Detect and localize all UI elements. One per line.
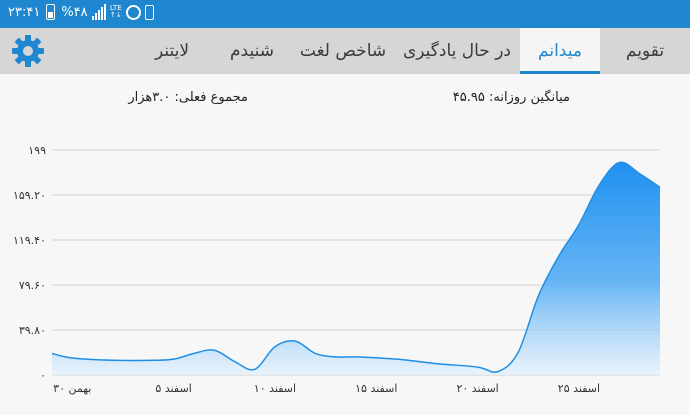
tab-leitner[interactable]: لایتنر: [154, 41, 190, 61]
y-tick-label: ۱۵۹.۲۰: [13, 189, 46, 202]
phone-icon: [144, 4, 154, 20]
lte-icon: LTE ↑↓: [110, 5, 122, 19]
tab-learning[interactable]: در حال یادگیری: [402, 41, 512, 61]
lte-text: LTE: [110, 4, 122, 12]
y-tick-label: ۱۱۹.۴۰: [13, 234, 46, 247]
gear-icon[interactable]: [10, 33, 46, 69]
tab-bar: تقویم میدانم در حال یادگیری شاخص لغت شنی…: [0, 28, 690, 74]
tab-heard[interactable]: شنیدم: [230, 41, 274, 61]
y-tick-label: ۱۹۹: [28, 144, 46, 157]
area-fill: [52, 162, 660, 375]
x-tick-label: ۱۰ اسفند: [254, 382, 296, 395]
battery-percent: %۴۸: [61, 4, 88, 20]
tab-word-index[interactable]: شاخص لغت: [299, 41, 387, 61]
signal-icon: [92, 4, 106, 20]
clock-text: ۲۳:۴۱: [8, 4, 41, 20]
y-tick-label: ۳۹.۸۰: [19, 324, 46, 337]
x-tick-label: ۲۵ اسفند: [558, 382, 600, 395]
status-icons: LTE ↑↓: [92, 4, 154, 20]
area-chart: ۱۹۹ ۱۵۹.۲۰ ۱۱۹.۴۰ ۷۹.۶۰ ۳۹.۸۰ ۰ ۳۰ بهمن ۵ اسفند…: [13, 144, 661, 395]
total-count: مجموع فعلی: ۳.۰هزار: [128, 90, 248, 105]
x-tick-label: ۵ اسفند: [155, 382, 191, 395]
x-tick-label: ۳۰ بهمن: [53, 382, 91, 395]
battery-icon: [46, 4, 56, 20]
y-tick-label: ۷۹.۶۰: [19, 279, 46, 292]
alarm-icon: [125, 4, 141, 20]
status-bar: ۲۳:۴۱ %۴۸ LTE ↑↓: [0, 0, 690, 28]
y-tick-label: ۰: [40, 369, 46, 382]
tab-known[interactable]: میدانم: [520, 28, 600, 74]
status-left: ۲۳:۴۱ %۴۸: [8, 4, 88, 20]
lte-arrows-icon: ↑↓: [110, 11, 122, 19]
daily-average: میانگین روزانه: ۴۵.۹۵: [452, 90, 570, 105]
series-line: [51, 161, 661, 373]
x-tick-label: ۲۰ اسفند: [456, 382, 498, 395]
x-tick-label: ۱۵ اسفند: [355, 382, 397, 395]
tab-calendar[interactable]: تقویم: [625, 41, 665, 61]
